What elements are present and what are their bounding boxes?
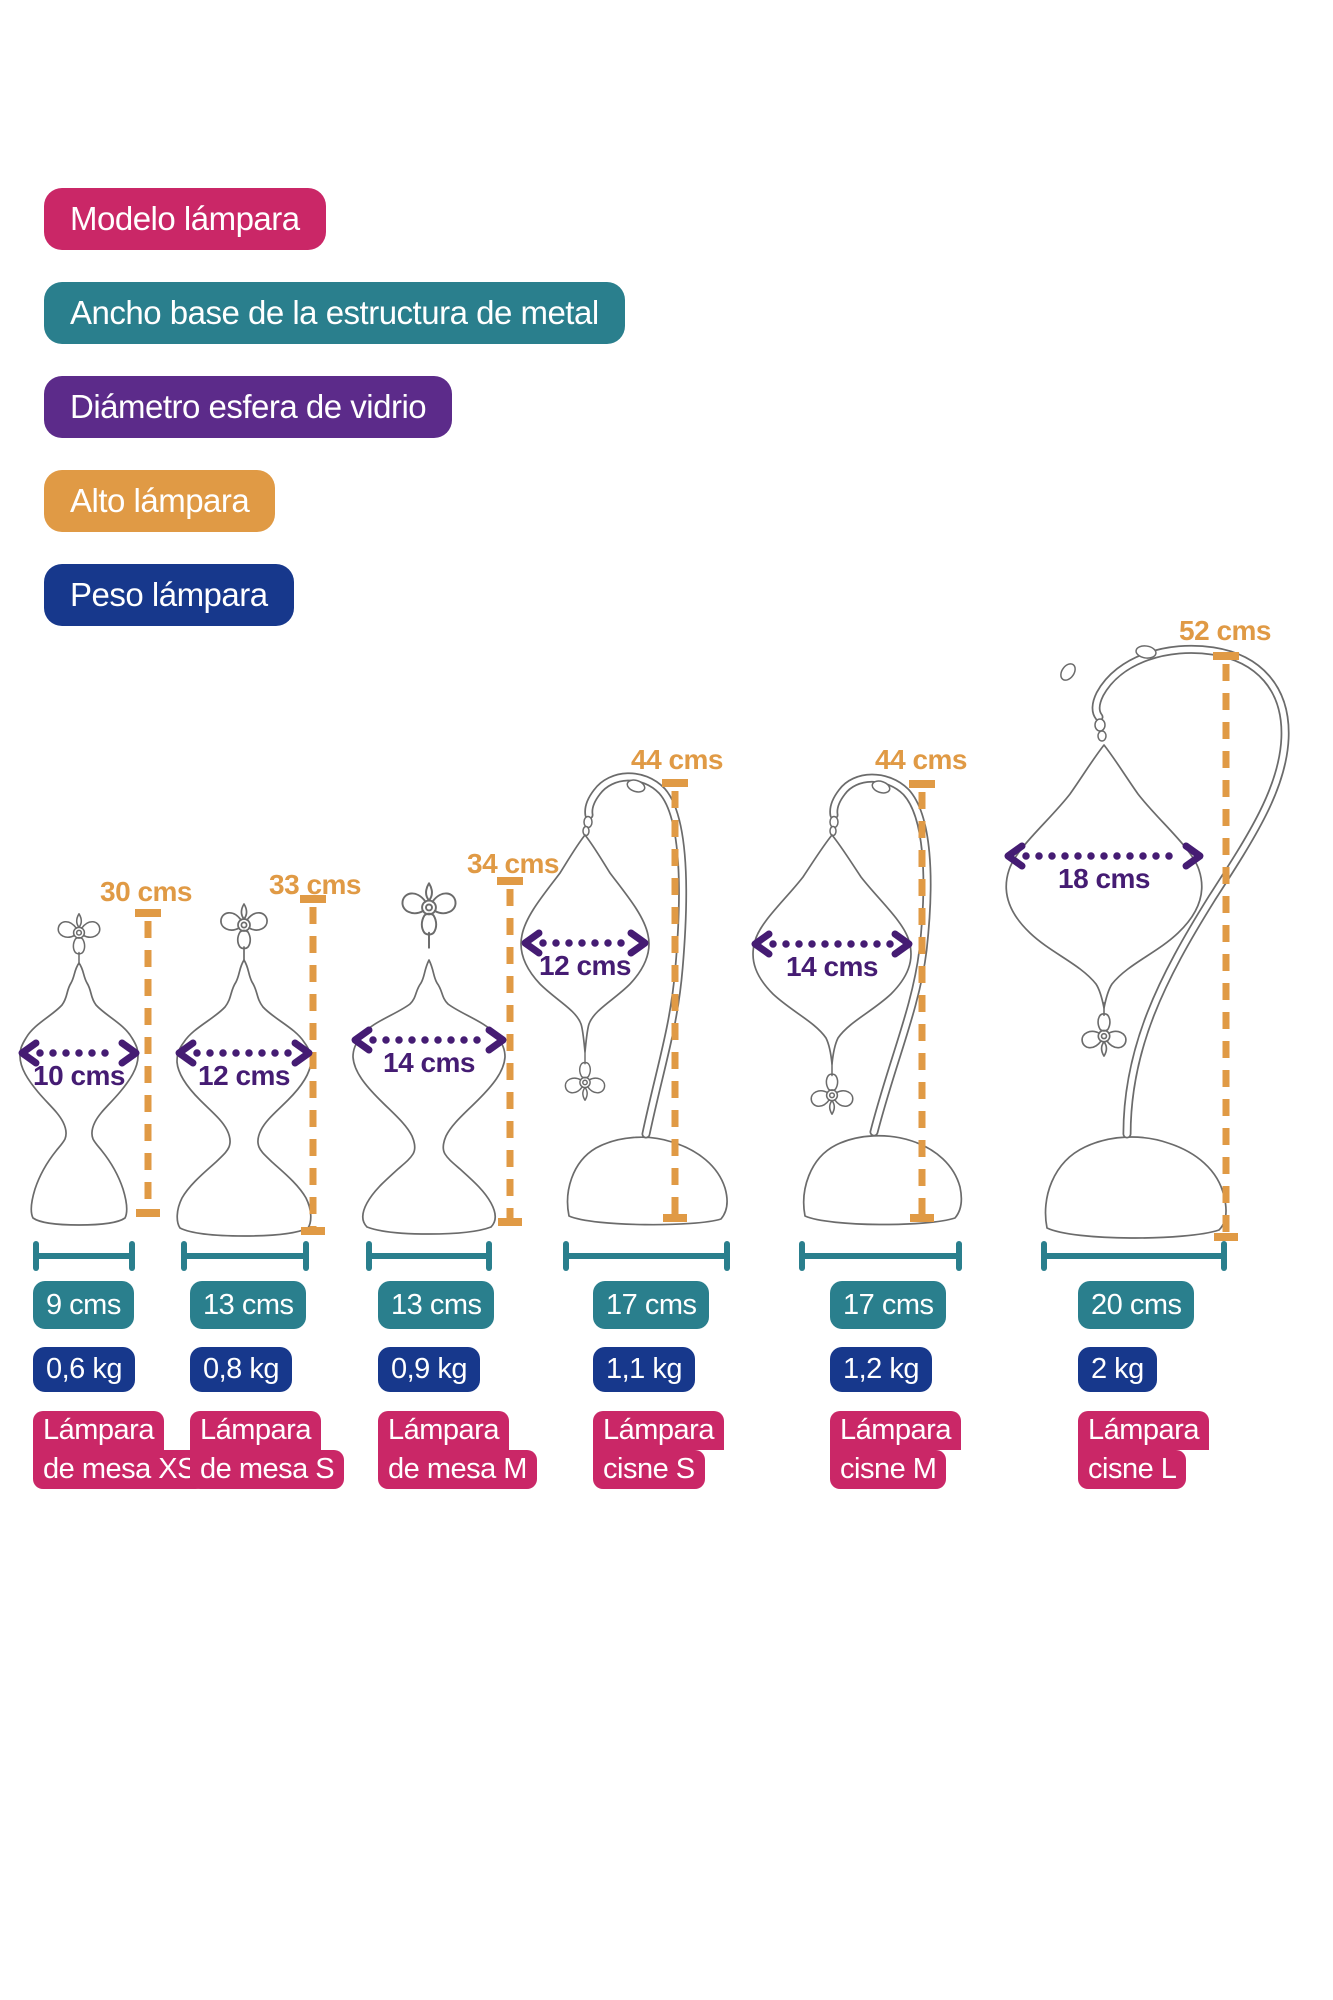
weight-pill: 0,6 kg [33,1347,135,1392]
weight-pill: 1,1 kg [593,1347,695,1392]
model-line-2: cisne S [593,1450,705,1489]
base-width-pill: 20 cms [1078,1281,1195,1329]
model-pill: Lámpara de mesa S [190,1411,345,1489]
diameter-label: 14 cms [383,1047,475,1078]
lamp-diagram-artwork [18,644,1290,1271]
legend-pill-base-width: Ancho base de la estructura de metal [44,282,625,344]
legend-pill-model: Modelo lámpara [44,188,326,250]
height-label: 33 cms [269,869,361,900]
base-width-pill: 9 cms [33,1281,134,1329]
lamp-illustration-cisne-s [520,772,728,1226]
weight-pill: 0,8 kg [190,1347,292,1392]
model-pill: Lámpara de mesa M [378,1411,537,1489]
diameter-label: 10 cms [33,1060,125,1091]
base-width-bars [33,1241,1227,1271]
lamp-illustration-cisne-l [1005,644,1290,1239]
height-label: 44 cms [631,744,723,775]
model-line-1: Lámpara [830,1411,961,1450]
model-line-2: de mesa M [378,1450,537,1489]
diameter-label: 18 cms [1058,863,1150,894]
weight-pill: 0,9 kg [378,1347,480,1392]
model-pill: Lámpara cisne L [1078,1411,1209,1489]
model-line-2: de mesa S [190,1450,345,1489]
weight-pill: 2 kg [1078,1347,1157,1392]
weight-pill: 1,2 kg [830,1347,932,1392]
lamp-illustration-mesa-m [352,882,506,1235]
base-width-pill: 17 cms [830,1281,947,1329]
lamp-illustration-cisne-m [752,773,963,1226]
height-label: 34 cms [467,848,559,879]
height-label: 30 cms [100,876,192,907]
height-label: 52 cms [1179,615,1271,646]
legend-pill-weight: Peso lámpara [44,564,294,626]
model-pill: Lámpara de mesa XS [33,1411,206,1489]
diameter-label: 12 cms [198,1060,290,1091]
model-line-1: Lámpara [1078,1411,1209,1450]
model-pill: Lámpara cisne M [830,1411,961,1489]
height-label: 44 cms [875,744,967,775]
base-width-pill: 17 cms [593,1281,710,1329]
height-dash-lines [135,652,1239,1241]
diameter-label: 14 cms [786,951,878,982]
legend-pill-height: Alto lámpara [44,470,276,532]
model-line-2: cisne M [830,1450,947,1489]
legend-pill-globe-diameter: Diámetro esfera de vidrio [44,376,453,438]
model-line-2: cisne L [1078,1450,1187,1489]
model-line-1: Lámpara [378,1411,509,1450]
base-width-pill: 13 cms [378,1281,495,1329]
model-line-1: Lámpara [190,1411,321,1450]
model-line-1: Lámpara [33,1411,164,1450]
base-width-pill: 13 cms [190,1281,307,1329]
model-pill: Lámpara cisne S [593,1411,724,1489]
model-line-1: Lámpara [593,1411,724,1450]
model-line-2: de mesa XS [33,1450,206,1489]
diameter-label: 12 cms [539,950,631,981]
diameter-arrows [18,842,1204,1067]
